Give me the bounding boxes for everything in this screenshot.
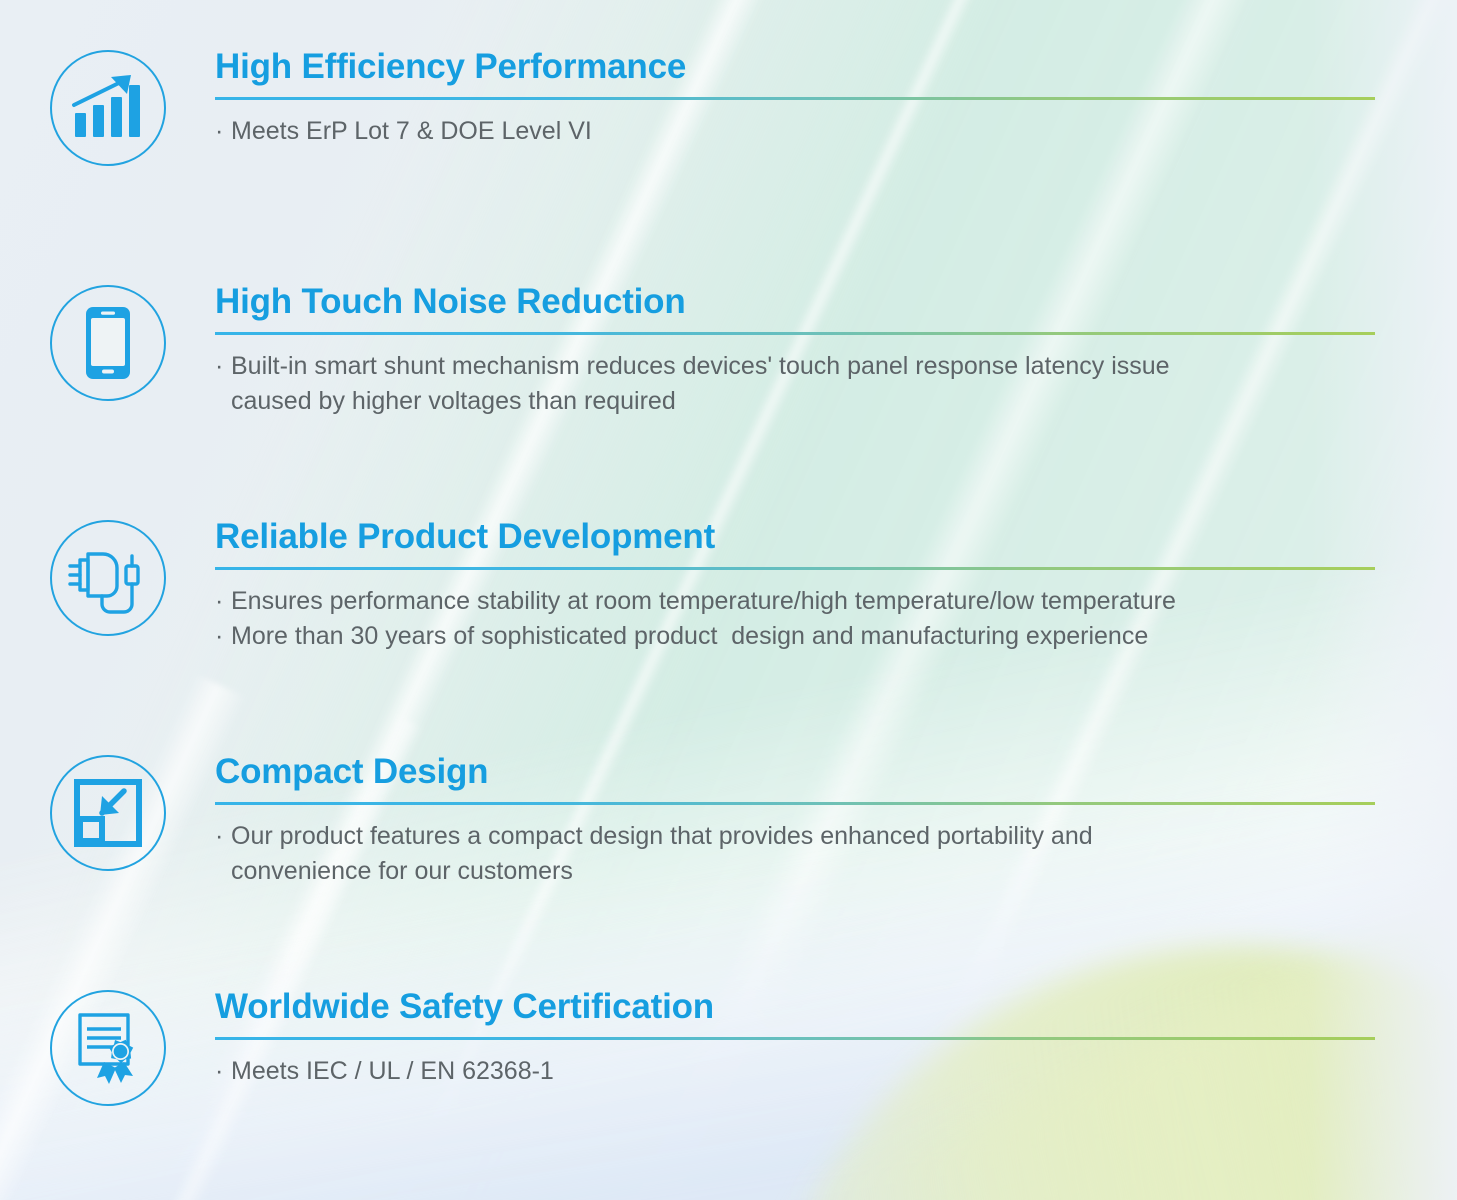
feature-title: Worldwide Safety Certification bbox=[215, 987, 714, 1026]
feature-divider bbox=[215, 566, 1375, 570]
feature-title: Compact Design bbox=[215, 752, 489, 791]
feature-item-high-efficiency-performance: High Efficiency Performance · Meets ErP … bbox=[0, 48, 1457, 166]
feature-body: High Touch Noise Reduction · Built-in sm… bbox=[215, 283, 1457, 420]
feature-title: Reliable Product Development bbox=[215, 517, 716, 556]
feature-bullet: · More than 30 years of sophisticated pr… bbox=[215, 619, 1375, 655]
compact-resize-icon bbox=[49, 755, 166, 871]
bullet-marker: · bbox=[215, 116, 224, 145]
feature-bullets: · Our product features a compact design … bbox=[215, 819, 1375, 890]
power-adapter-icon bbox=[49, 520, 166, 636]
bullet-text: Meets IEC / UL / EN 62368-1 bbox=[231, 1056, 554, 1085]
bullet-marker: · bbox=[215, 351, 224, 380]
bullet-text: Ensures performance stability at room te… bbox=[231, 586, 1176, 615]
feature-divider bbox=[215, 96, 1375, 100]
feature-item-high-touch-noise-reduction: High Touch Noise Reduction · Built-in sm… bbox=[0, 283, 1457, 420]
bullet-text: More than 30 years of sophisticated prod… bbox=[231, 622, 1149, 651]
feature-icon-cell bbox=[0, 48, 215, 166]
feature-bullet: · Meets IEC / UL / EN 62368-1 bbox=[215, 1054, 1375, 1090]
bullet-marker: · bbox=[215, 1056, 224, 1085]
feature-bullet: · Ensures performance stability at room … bbox=[215, 584, 1375, 620]
smartphone-icon bbox=[49, 285, 166, 401]
feature-body: Compact Design · Our product features a … bbox=[215, 753, 1457, 890]
certificate-icon bbox=[49, 990, 166, 1106]
feature-title: High Touch Noise Reduction bbox=[215, 282, 686, 321]
feature-bullets: · Built-in smart shunt mechanism reduces… bbox=[215, 349, 1375, 420]
feature-bullets: · Meets ErP Lot 7 & DOE Level VI bbox=[215, 114, 1375, 150]
bullet-text: Built-in smart shunt mechanism reduces d… bbox=[231, 351, 1170, 416]
feature-icon-cell bbox=[0, 753, 215, 871]
feature-bullet: · Meets ErP Lot 7 & DOE Level VI bbox=[215, 114, 1375, 150]
feature-bullet: · Built-in smart shunt mechanism reduces… bbox=[215, 349, 1375, 420]
background-right-fade bbox=[1311, 0, 1457, 1200]
feature-item-reliable-product-development: Reliable Product Development · Ensures p… bbox=[0, 518, 1457, 655]
feature-bullets: · Ensures performance stability at room … bbox=[215, 584, 1375, 655]
feature-title: High Efficiency Performance bbox=[215, 47, 687, 86]
feature-body: Worldwide Safety Certification · Meets I… bbox=[215, 988, 1457, 1089]
feature-bullet: · Our product features a compact design … bbox=[215, 819, 1375, 890]
bullet-marker: · bbox=[215, 622, 224, 651]
feature-divider bbox=[215, 801, 1375, 805]
feature-icon-cell bbox=[0, 518, 215, 636]
feature-icon-cell bbox=[0, 988, 215, 1106]
bullet-text: Meets ErP Lot 7 & DOE Level VI bbox=[231, 116, 592, 145]
growth-chart-icon bbox=[49, 50, 166, 166]
bullet-marker: · bbox=[215, 586, 224, 615]
feature-divider bbox=[215, 331, 1375, 335]
bullet-marker: · bbox=[215, 821, 224, 850]
feature-body: High Efficiency Performance · Meets ErP … bbox=[215, 48, 1457, 149]
feature-bullets: · Meets IEC / UL / EN 62368-1 bbox=[215, 1054, 1375, 1090]
feature-item-compact-design: Compact Design · Our product features a … bbox=[0, 753, 1457, 890]
feature-icon-cell bbox=[0, 283, 215, 401]
feature-item-worldwide-safety-certification: Worldwide Safety Certification · Meets I… bbox=[0, 988, 1457, 1106]
feature-body: Reliable Product Development · Ensures p… bbox=[215, 518, 1457, 655]
feature-divider bbox=[215, 1036, 1375, 1040]
bullet-text: Our product features a compact design th… bbox=[231, 821, 1093, 886]
